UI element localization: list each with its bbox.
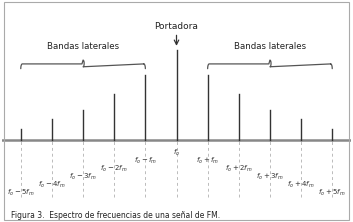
Text: $f_o - 5f_m$: $f_o - 5f_m$ xyxy=(7,188,35,198)
Text: Figura 3.  Espectro de frecuencias de una señal de FM.: Figura 3. Espectro de frecuencias de una… xyxy=(11,211,220,220)
Text: $f_o - 3f_m$: $f_o - 3f_m$ xyxy=(69,172,97,182)
Text: $f_o + 2f_m$: $f_o + 2f_m$ xyxy=(225,164,253,174)
Text: Bandas laterales: Bandas laterales xyxy=(234,42,306,51)
Text: $f_o + 4f_m$: $f_o + 4f_m$ xyxy=(287,180,315,190)
Text: $f_o - 2f_m$: $f_o - 2f_m$ xyxy=(100,164,128,174)
Text: Bandas laterales: Bandas laterales xyxy=(47,42,119,51)
Text: $f_o - 4f_m$: $f_o - 4f_m$ xyxy=(38,180,66,190)
Text: $f_o + f_m$: $f_o + f_m$ xyxy=(196,156,219,166)
Text: Portadora: Portadora xyxy=(155,22,198,31)
Text: $f_o - f_m$: $f_o - f_m$ xyxy=(134,156,157,166)
Text: $f_o$: $f_o$ xyxy=(173,148,180,158)
Text: $f_o + 5f_m$: $f_o + 5f_m$ xyxy=(318,188,346,198)
Text: $f_o + 3f_m$: $f_o + 3f_m$ xyxy=(256,172,284,182)
